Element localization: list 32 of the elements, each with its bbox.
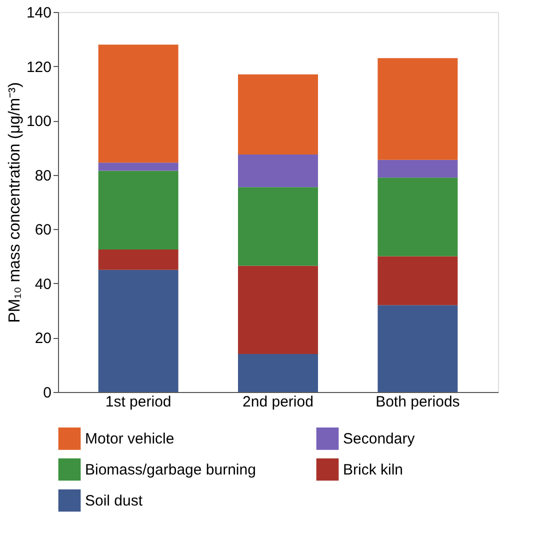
bar: [98, 170, 178, 250]
bar: [378, 305, 458, 392]
bar: [238, 187, 318, 266]
y-axis-title: PM₁₀ mass concentration (μg/m⁻³): [6, 82, 24, 323]
legend-label: Biomass/garbage burning: [85, 462, 256, 478]
x-tick-label: Both periods: [376, 394, 460, 410]
y-tick-label: 140: [26, 4, 52, 22]
y-tick-label: 20: [34, 330, 52, 348]
bar: [98, 250, 178, 270]
legend-label: Secondary: [343, 430, 416, 448]
bar: [238, 354, 318, 392]
y-tick-label: 40: [34, 276, 52, 293]
y-tick-label: 120: [26, 58, 52, 76]
bar: [378, 256, 458, 306]
y-tick-label: 60: [34, 222, 52, 239]
bar: [98, 44, 178, 163]
bar: [98, 270, 178, 392]
bar: [378, 58, 458, 160]
bar: [378, 160, 458, 178]
legend-label: Brick kiln: [343, 462, 404, 478]
bar: [378, 178, 458, 256]
legend-label: Soil dust: [85, 492, 144, 510]
y-tick-label: 100: [26, 113, 52, 130]
bar: [238, 154, 318, 188]
legend-label: Motor vehicle: [85, 430, 174, 448]
y-tick-label: 0: [43, 384, 52, 402]
bar: [98, 162, 178, 171]
y-tick-label: 80: [34, 167, 52, 184]
x-tick-label: 2nd period: [242, 394, 314, 410]
x-tick-label: 1st period: [105, 394, 172, 410]
bar: [238, 266, 318, 354]
bar: [238, 74, 318, 154]
